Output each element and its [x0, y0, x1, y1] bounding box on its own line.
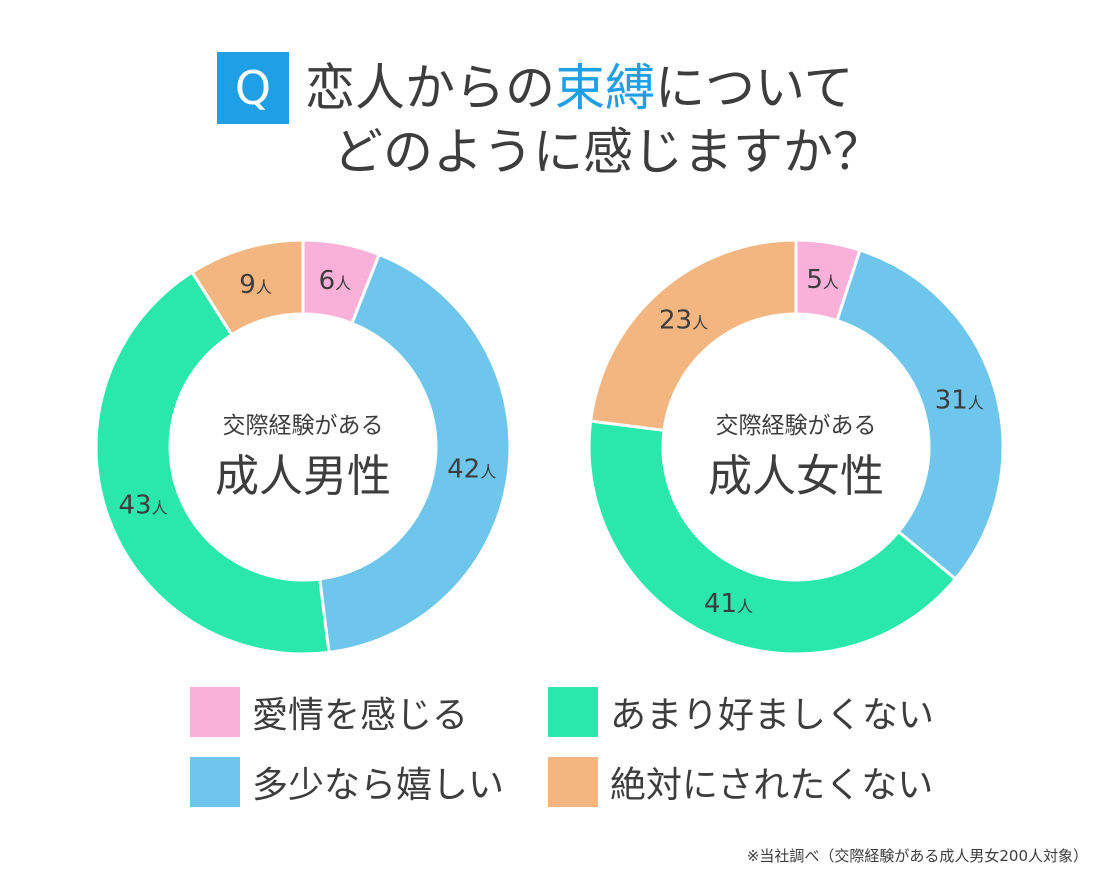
center-label-top: 交際経験がある — [716, 413, 877, 439]
title-line-1: 恋人からの束縛について — [305, 58, 854, 118]
legend-swatch — [190, 757, 240, 807]
slice-value-label: 42人 — [447, 454, 496, 484]
donut-slice — [190, 238, 305, 337]
footnote: ※当社調べ（交際経験がある成人男女200人対象） — [746, 847, 1088, 865]
slice-value-label: 6人 — [319, 266, 352, 296]
donut-slice — [835, 248, 1005, 582]
slice-value-label: 41人 — [704, 589, 753, 619]
question-title: Q 恋人からの束縛について どのように感じますか？ — [0, 0, 1100, 200]
title-text-before: 恋人からの — [305, 59, 555, 117]
question-badge: Q — [217, 52, 289, 124]
legend-label: 絶対にされたくない — [610, 765, 934, 806]
legend-swatch — [190, 687, 240, 737]
title-line-2: どのように感じますか？ — [333, 123, 883, 181]
legend-swatch — [548, 687, 598, 737]
legend-item-amari: あまり好ましくない — [548, 686, 934, 738]
legend-label: あまり好ましくない — [610, 695, 935, 736]
donut-slice — [588, 238, 798, 433]
title-text-after: について — [655, 59, 854, 117]
slice-value-label: 9人 — [239, 270, 272, 300]
slice-value-label: 23人 — [659, 305, 708, 335]
donut-slice — [587, 419, 958, 656]
legend-label: 愛情を感じる — [252, 695, 469, 736]
legend-swatch — [548, 757, 598, 807]
center-label-main: 成人女性 — [708, 451, 884, 502]
slice-value-label: 43人 — [118, 491, 167, 521]
legend-item-tashou: 多少なら嬉しい — [190, 756, 504, 808]
center-label-main: 成人男性 — [215, 451, 391, 502]
slice-value-label: 31人 — [935, 386, 984, 416]
legend-item-aijou: 愛情を感じる — [190, 686, 468, 738]
legend-label: 多少なら嬉しい — [252, 765, 505, 806]
title-highlight: 束縛 — [555, 59, 655, 117]
center-label-top: 交際経験がある — [223, 413, 384, 439]
donut-slice — [94, 270, 331, 656]
legend-item-zettai: 絶対にされたくない — [548, 756, 933, 808]
slice-value-label: 5人 — [806, 265, 839, 295]
donut-slice — [317, 252, 512, 655]
